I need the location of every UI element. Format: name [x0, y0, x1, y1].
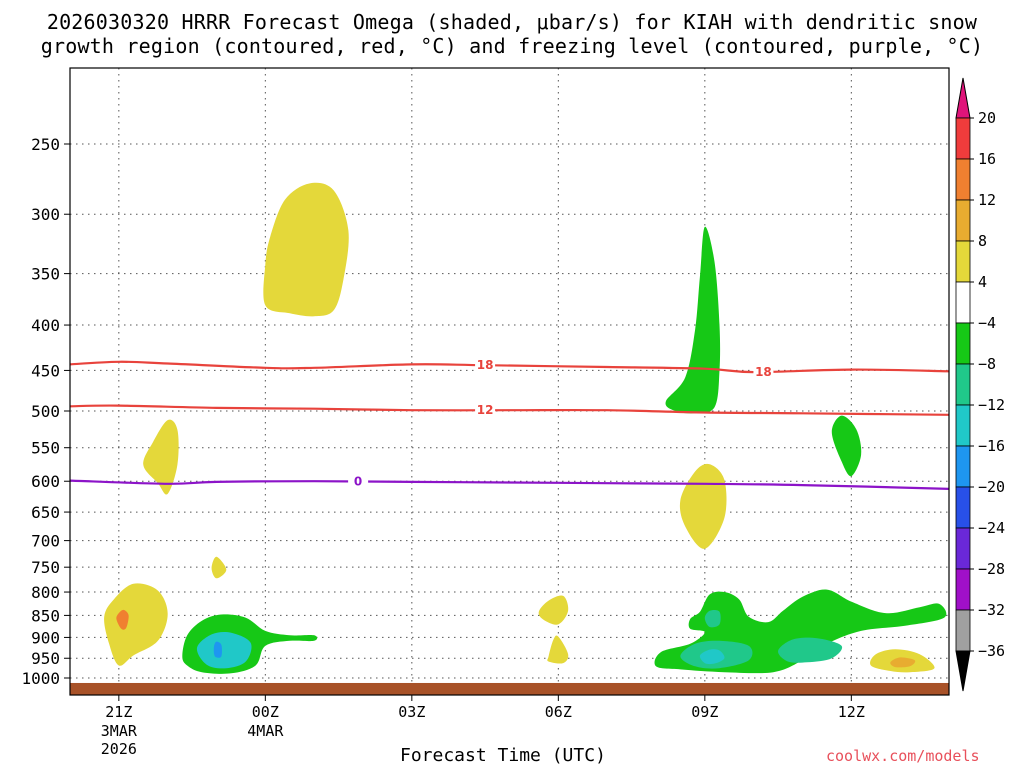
y-tick-label: 800 [31, 583, 60, 602]
x-tick-label: 00Z [252, 703, 279, 721]
y-tick-label: 350 [31, 265, 60, 284]
x-tick-label: 06Z [545, 703, 572, 721]
omega-region-yellow-21z-low [104, 583, 168, 666]
colorbar-swatch [955, 322, 971, 365]
x-axis-title: Forecast Time (UTC) [400, 745, 606, 766]
contour-label-bg [348, 474, 369, 489]
contour-label-dgz-lower: 12 [477, 403, 494, 417]
colorbar-label: 16 [978, 150, 996, 168]
y-tick-label: 650 [31, 503, 60, 522]
omega-regions [104, 182, 947, 674]
chart-title-line1: 2026030320 HRRR Forecast Omega (shaded, … [46, 10, 978, 34]
x-tick-label: 12Z [838, 703, 865, 721]
colorbar-top-arrow [955, 77, 971, 119]
contour-label-bg [475, 403, 496, 418]
colorbar-bottom-arrow [955, 650, 971, 692]
omega-region-yellow-0030z-upper [263, 182, 349, 317]
omega-region-teal-09z-low-a [704, 610, 721, 628]
y-tick-label: 1000 [21, 669, 60, 688]
y-tick-label: 600 [31, 472, 60, 491]
y-tick-label: 900 [31, 628, 60, 647]
y-tick-label: 300 [31, 205, 60, 224]
colorbar-swatch [955, 609, 971, 652]
y-tick-label: 250 [31, 135, 60, 154]
colorbar-swatch [955, 568, 971, 611]
y-tick-label: 850 [31, 606, 60, 625]
colorbar-label: 4 [978, 273, 987, 291]
omega-region-yellow-2330z-small [211, 556, 227, 579]
x-tick-date: 4MAR [247, 722, 284, 740]
y-tick-label: 400 [31, 316, 60, 335]
colorbar-label: −20 [978, 478, 1005, 496]
plot-area [70, 68, 949, 695]
colorbar-label: 20 [978, 109, 996, 127]
colorbar: 20 16 12 8 4 −4 −8 −12 −16 −20 −24 −28 −32 −36 [955, 77, 1005, 692]
colorbar-label: −28 [978, 560, 1005, 578]
colorbar-label: 12 [978, 191, 996, 209]
ground-bar [70, 682, 949, 695]
omega-region-yellow-06z-b [547, 635, 569, 664]
omega-region-yellow-09z-mid [679, 463, 727, 549]
contour-label-dgz-upper: 18 [755, 365, 772, 379]
contour-freezing-level [69, 479, 950, 490]
omega-region-orange-13z-low [890, 657, 916, 668]
x-tick-label: 09Z [691, 703, 718, 721]
y-tick-label: 950 [31, 649, 60, 668]
colorbar-label: −12 [978, 396, 1005, 414]
omega-region-orange-21z-low [116, 609, 129, 630]
y-tick-label: 700 [31, 532, 60, 551]
colorbar-swatch [955, 117, 971, 160]
omega-region-green-12z-mid [831, 415, 862, 477]
omega-region-blue-00z-low [213, 641, 222, 658]
colorbar-label: −36 [978, 642, 1005, 660]
omega-region-green-09z-upper [665, 226, 721, 414]
contour-label-dgz-upper: 18 [477, 358, 494, 372]
x-tick-label: 03Z [398, 703, 425, 721]
y-tick-label: 450 [31, 361, 60, 380]
y-tick-label: 500 [31, 402, 60, 421]
colorbar-swatch [955, 527, 971, 570]
colorbar-label: −8 [978, 355, 996, 373]
colorbar-swatch [955, 363, 971, 406]
colorbar-swatch [955, 281, 971, 324]
omega-region-teal-11z-low [778, 637, 843, 663]
colorbar-label: 8 [978, 232, 987, 250]
colorbar-label: −4 [978, 314, 996, 332]
omega-region-yellow-22z-mid [143, 419, 179, 495]
colorbar-label: −24 [978, 519, 1005, 537]
colorbar-label: −16 [978, 437, 1005, 455]
colorbar-swatch [955, 445, 971, 488]
contour-label-freezing-level: 0 [354, 475, 362, 489]
colorbar-swatch [955, 486, 971, 529]
colorbar-swatch [955, 199, 971, 242]
omega-region-cyan-00z-low [196, 631, 252, 669]
x-tick-label: 21Z [105, 703, 132, 721]
colorbar-swatch [955, 240, 971, 283]
omega-region-cyan-09z-low [699, 649, 725, 665]
y-tick-label: 550 [31, 439, 60, 458]
y-tick-label: 750 [31, 558, 60, 577]
plot-frame [69, 67, 950, 696]
omega-region-yellow-06z-a [538, 595, 569, 625]
colorbar-swatch [955, 404, 971, 447]
colorbar-label: −32 [978, 601, 1005, 619]
contour-label-bg [475, 358, 496, 373]
chart-title-line2: growth region (contoured, red, °C) and f… [40, 34, 984, 58]
credit-link[interactable]: coolwx.com/models [826, 747, 980, 765]
colorbar-swatch [955, 158, 971, 201]
contour-label-bg [753, 364, 774, 379]
x-tick-date: 3MAR [101, 722, 138, 740]
x-tick-year: 2026 [101, 740, 137, 758]
